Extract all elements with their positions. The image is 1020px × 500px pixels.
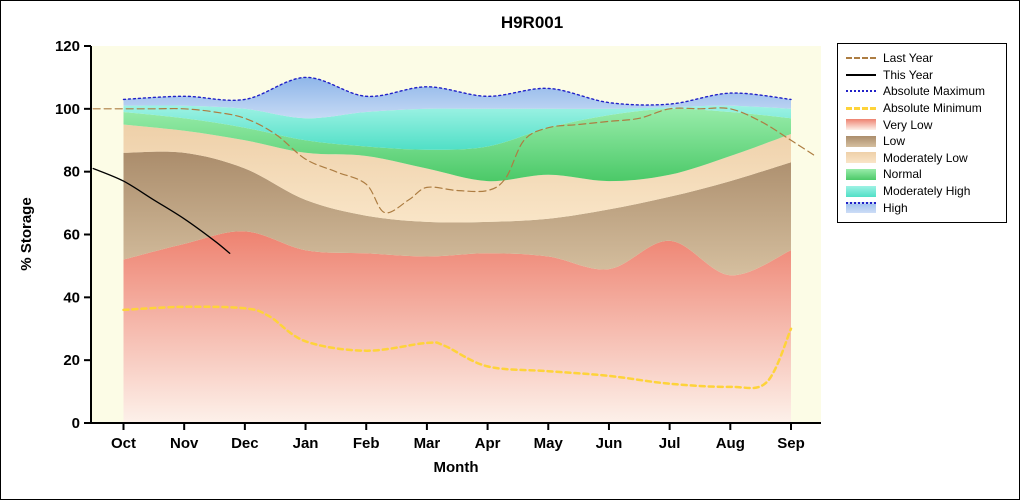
legend-label: Moderately Low (883, 150, 968, 165)
svg-text:Jun: Jun (596, 435, 623, 452)
high-swatch (846, 202, 876, 214)
legend-label: Low (883, 134, 906, 149)
legend-row: High (846, 199, 998, 216)
very-low-swatch (846, 119, 876, 131)
svg-text:Feb: Feb (353, 435, 380, 452)
legend-row: This Year (846, 67, 998, 84)
absolute-maximum-swatch (846, 90, 876, 93)
legend-row: Moderately Low (846, 150, 998, 167)
svg-text:0: 0 (72, 415, 80, 432)
svg-text:Mar: Mar (414, 435, 441, 452)
svg-text:100: 100 (55, 101, 80, 118)
svg-text:Jul: Jul (659, 435, 681, 452)
legend-row: Low (846, 133, 998, 150)
legend-label: High (883, 200, 908, 215)
svg-text:Nov: Nov (170, 435, 199, 452)
absolute-minimum-swatch (846, 106, 876, 110)
svg-text:120: 120 (55, 38, 80, 55)
legend-label: Very Low (883, 117, 933, 132)
legend-label: Last Year (883, 51, 934, 66)
legend-row: Last Year (846, 50, 998, 67)
svg-text:Sep: Sep (777, 435, 805, 452)
low-swatch (846, 135, 876, 147)
legend-row: Absolute Maximum (846, 83, 998, 100)
last-year-swatch (846, 57, 876, 60)
svg-text:Jan: Jan (293, 435, 319, 452)
svg-text:May: May (534, 435, 564, 452)
legend-label: Normal (883, 167, 922, 182)
legend-label: Absolute Maximum (883, 84, 986, 99)
this-year-swatch (846, 73, 876, 76)
legend-row: Absolute Minimum (846, 100, 998, 117)
normal-swatch (846, 168, 876, 180)
svg-text:20: 20 (63, 352, 80, 369)
svg-text:Aug: Aug (716, 435, 745, 452)
moderately-low-swatch (846, 152, 876, 164)
legend-label: Moderately High (883, 184, 971, 199)
svg-text:40: 40 (63, 289, 80, 306)
svg-text:80: 80 (63, 164, 80, 181)
x-axis-label: Month (433, 459, 479, 476)
legend-row: Moderately High (846, 183, 998, 200)
y-axis-label: % Storage (18, 197, 35, 271)
legend-label: Absolute Minimum (883, 101, 982, 116)
legend-row: Very Low (846, 116, 998, 133)
legend-row: Normal (846, 166, 998, 183)
legend: Last Year This Year Absolute Maximum Abs… (837, 43, 1007, 223)
legend-label: This Year (883, 67, 934, 82)
chart-title: H9R001 (500, 13, 564, 32)
svg-text:Dec: Dec (231, 435, 259, 452)
svg-text:Apr: Apr (475, 435, 501, 452)
moderately-high-swatch (846, 185, 876, 197)
svg-text:60: 60 (63, 227, 80, 244)
svg-text:Oct: Oct (111, 435, 136, 452)
